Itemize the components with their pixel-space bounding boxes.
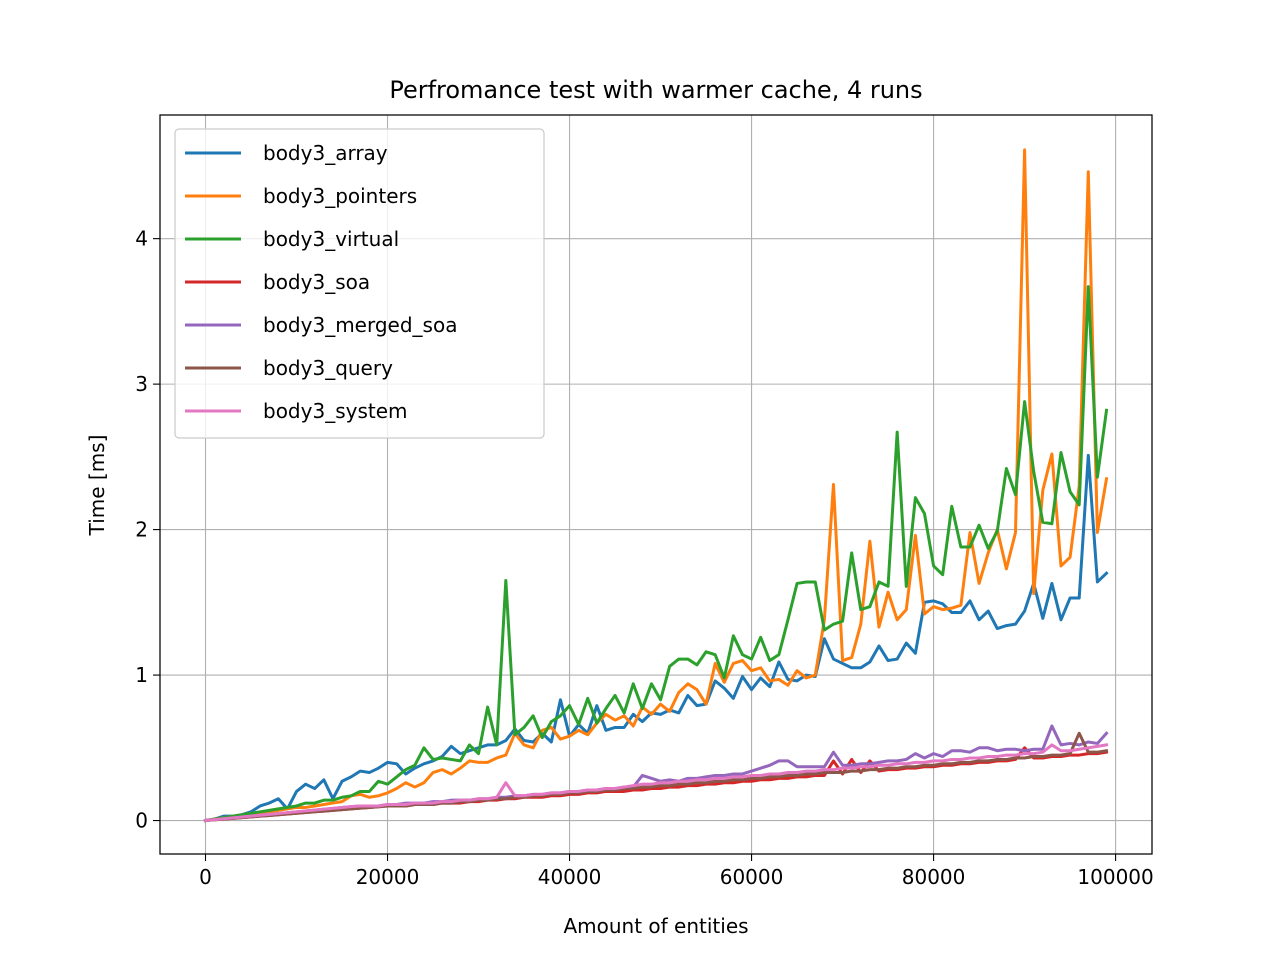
legend: body3_array body3_pointers body3_virtualbo… — [174, 128, 545, 439]
y-axis-label: Time [ms] — [85, 435, 109, 537]
legend-label: body3_virtual — [263, 227, 399, 251]
legend-label: body3_soa — [263, 270, 370, 294]
y-axis-ticks: 0 1 2 3 4 — [135, 227, 160, 833]
y-tick-label: 0 — [135, 809, 148, 833]
chart-title: Perfromance test with warmer cache, 4 ru… — [389, 76, 922, 104]
series-line-body3-system — [203, 743, 1109, 823]
legend-label: body3_system — [263, 399, 408, 423]
x-axis-label: Amount of entities — [563, 914, 748, 938]
x-tick-label: 20000 — [356, 865, 420, 889]
x-tick-label: 0 — [199, 865, 212, 889]
x-tick-label: 60000 — [720, 865, 784, 889]
y-tick-label: 1 — [135, 663, 148, 687]
legend-label: body3_query — [263, 356, 393, 380]
legend-label: body3_pointers — [263, 184, 417, 208]
x-axis-ticks: 0 20000 40000 60000 80000 100000 — [199, 854, 1154, 889]
x-tick-label: 100000 — [1077, 865, 1153, 889]
series-line-body3-virtual — [203, 285, 1109, 823]
y-tick-label: 4 — [135, 227, 148, 251]
legend-label: body3_array — [263, 141, 388, 165]
x-tick-label: 40000 — [538, 865, 602, 889]
series-line-body3-array — [203, 453, 1109, 823]
grid — [160, 115, 1152, 854]
x-tick-label: 80000 — [902, 865, 966, 889]
series-line-body3-query — [203, 731, 1109, 823]
legend-label: body3_merged_soa — [263, 313, 457, 337]
y-tick-label: 2 — [135, 518, 148, 542]
plot-frame — [159, 114, 1153, 855]
plot-lines — [203, 148, 1109, 823]
legend-box — [174, 128, 545, 439]
y-tick-label: 3 — [135, 372, 148, 396]
